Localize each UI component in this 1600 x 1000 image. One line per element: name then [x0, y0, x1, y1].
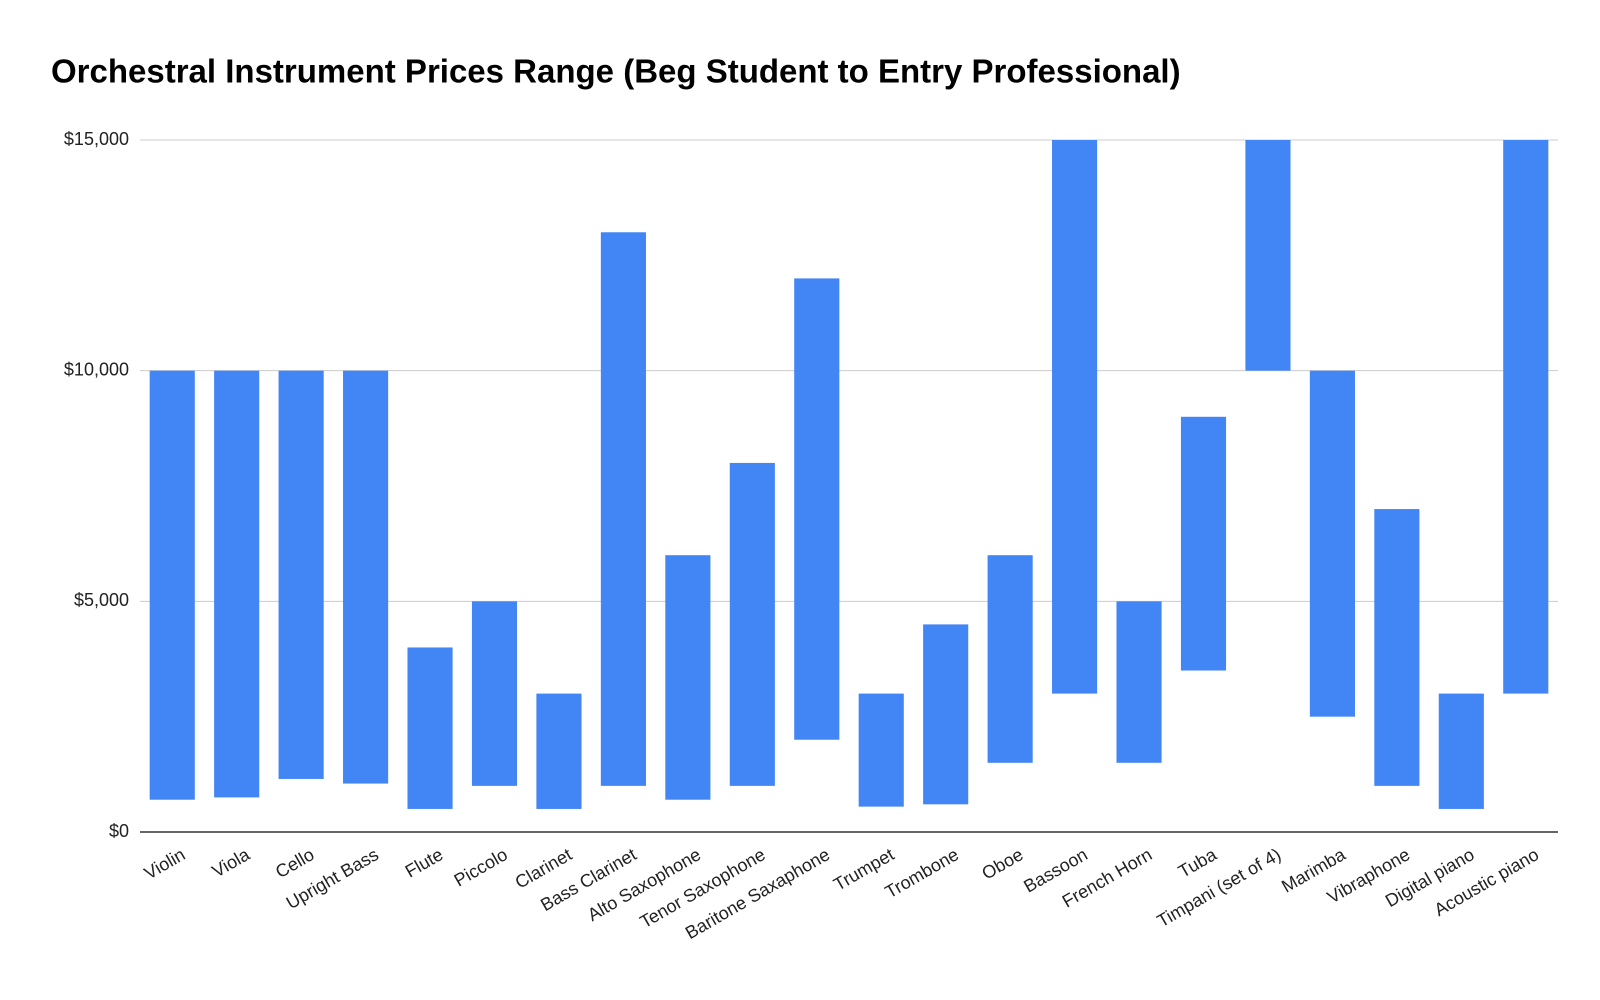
bar	[278, 370, 324, 779]
bar	[149, 370, 195, 800]
x-tick-label: Oboe	[978, 844, 1026, 883]
x-tick-label: Flute	[402, 844, 447, 881]
y-tick-label: $15,000	[64, 129, 129, 149]
bar	[1309, 370, 1355, 717]
bar	[729, 462, 775, 786]
bar	[1374, 509, 1420, 786]
bar	[214, 370, 260, 798]
x-tick-label: Violin	[141, 844, 189, 883]
y-tick-label: $10,000	[64, 359, 129, 379]
bar	[343, 370, 389, 784]
bar	[407, 647, 453, 809]
x-tick-label: Viola	[209, 844, 254, 882]
bar	[665, 555, 711, 800]
x-tick-label: Cello	[272, 844, 318, 882]
bar	[471, 601, 518, 786]
bar	[1503, 140, 1549, 694]
bar	[1180, 416, 1227, 671]
bar	[536, 693, 582, 809]
y-tick-label: $5,000	[74, 590, 129, 610]
bar	[794, 278, 840, 740]
chart-title: Orchestral Instrument Prices Range (Beg …	[51, 53, 1181, 90]
x-tick-label: Piccolo	[451, 844, 511, 890]
bar	[987, 555, 1033, 763]
y-tick-label: $0	[109, 821, 129, 841]
x-tick-label: Trombone	[882, 844, 962, 902]
x-tick-label: Timpani (set of 4)	[1154, 844, 1285, 931]
x-tick-label: Tuba	[1175, 844, 1221, 882]
bar	[1052, 140, 1098, 694]
bar	[1438, 693, 1484, 809]
bar	[858, 693, 904, 807]
bar	[1116, 601, 1162, 763]
bar	[1245, 140, 1291, 371]
bar	[600, 232, 646, 786]
bar	[923, 624, 969, 805]
